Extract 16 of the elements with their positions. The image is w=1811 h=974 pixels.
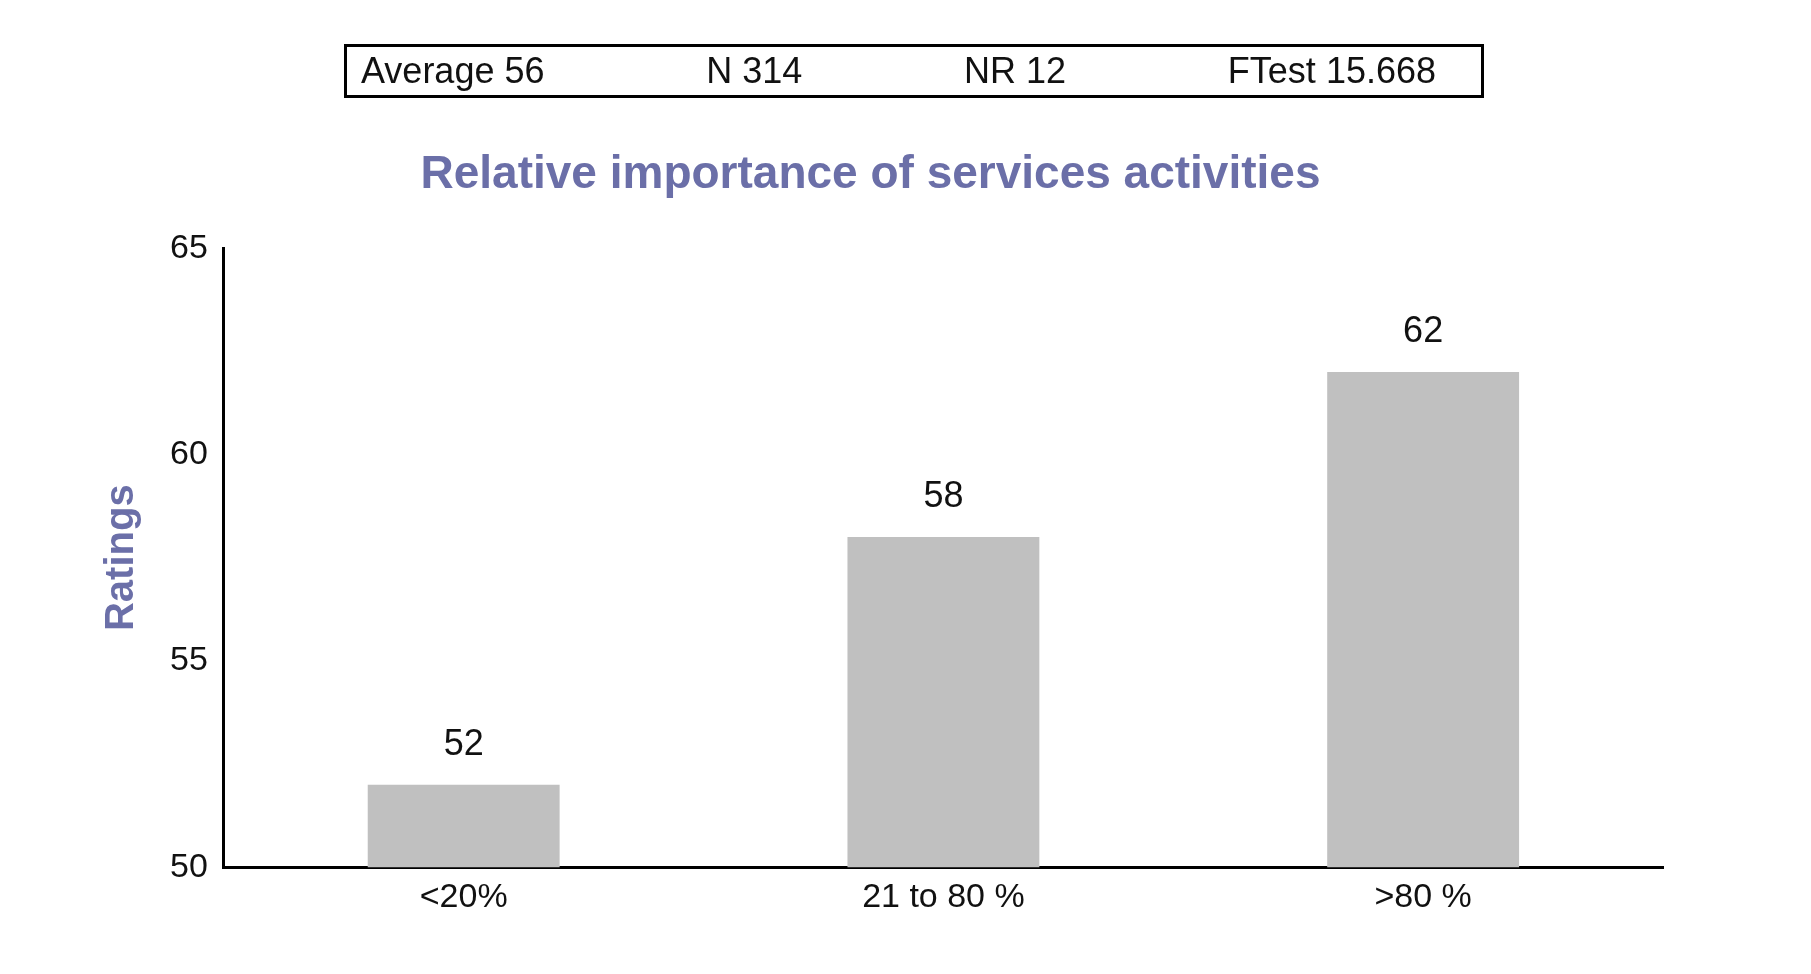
y-tick-label: 60 xyxy=(169,432,208,471)
text: Average 56 xyxy=(361,50,545,92)
data-label: 52 xyxy=(443,721,484,763)
data-label: 62 xyxy=(1403,308,1444,350)
x-tick-label: >80 % xyxy=(1374,875,1472,914)
text: N 314 xyxy=(706,50,803,92)
chart-title: Relative importance of services activities xyxy=(420,146,1321,199)
data-label: 58 xyxy=(923,473,964,515)
x-tick-label: <20% xyxy=(419,875,508,914)
x-tick-label: 21 to 80 % xyxy=(862,875,1025,914)
text: FTest 15.668 xyxy=(1227,50,1436,92)
y-tick-label: 50 xyxy=(169,845,208,884)
y-tick-label: 65 xyxy=(169,226,208,265)
y-axis-title: Ratings xyxy=(97,484,142,632)
text: NR 12 xyxy=(964,50,1067,92)
y-tick-label: 55 xyxy=(169,639,208,678)
